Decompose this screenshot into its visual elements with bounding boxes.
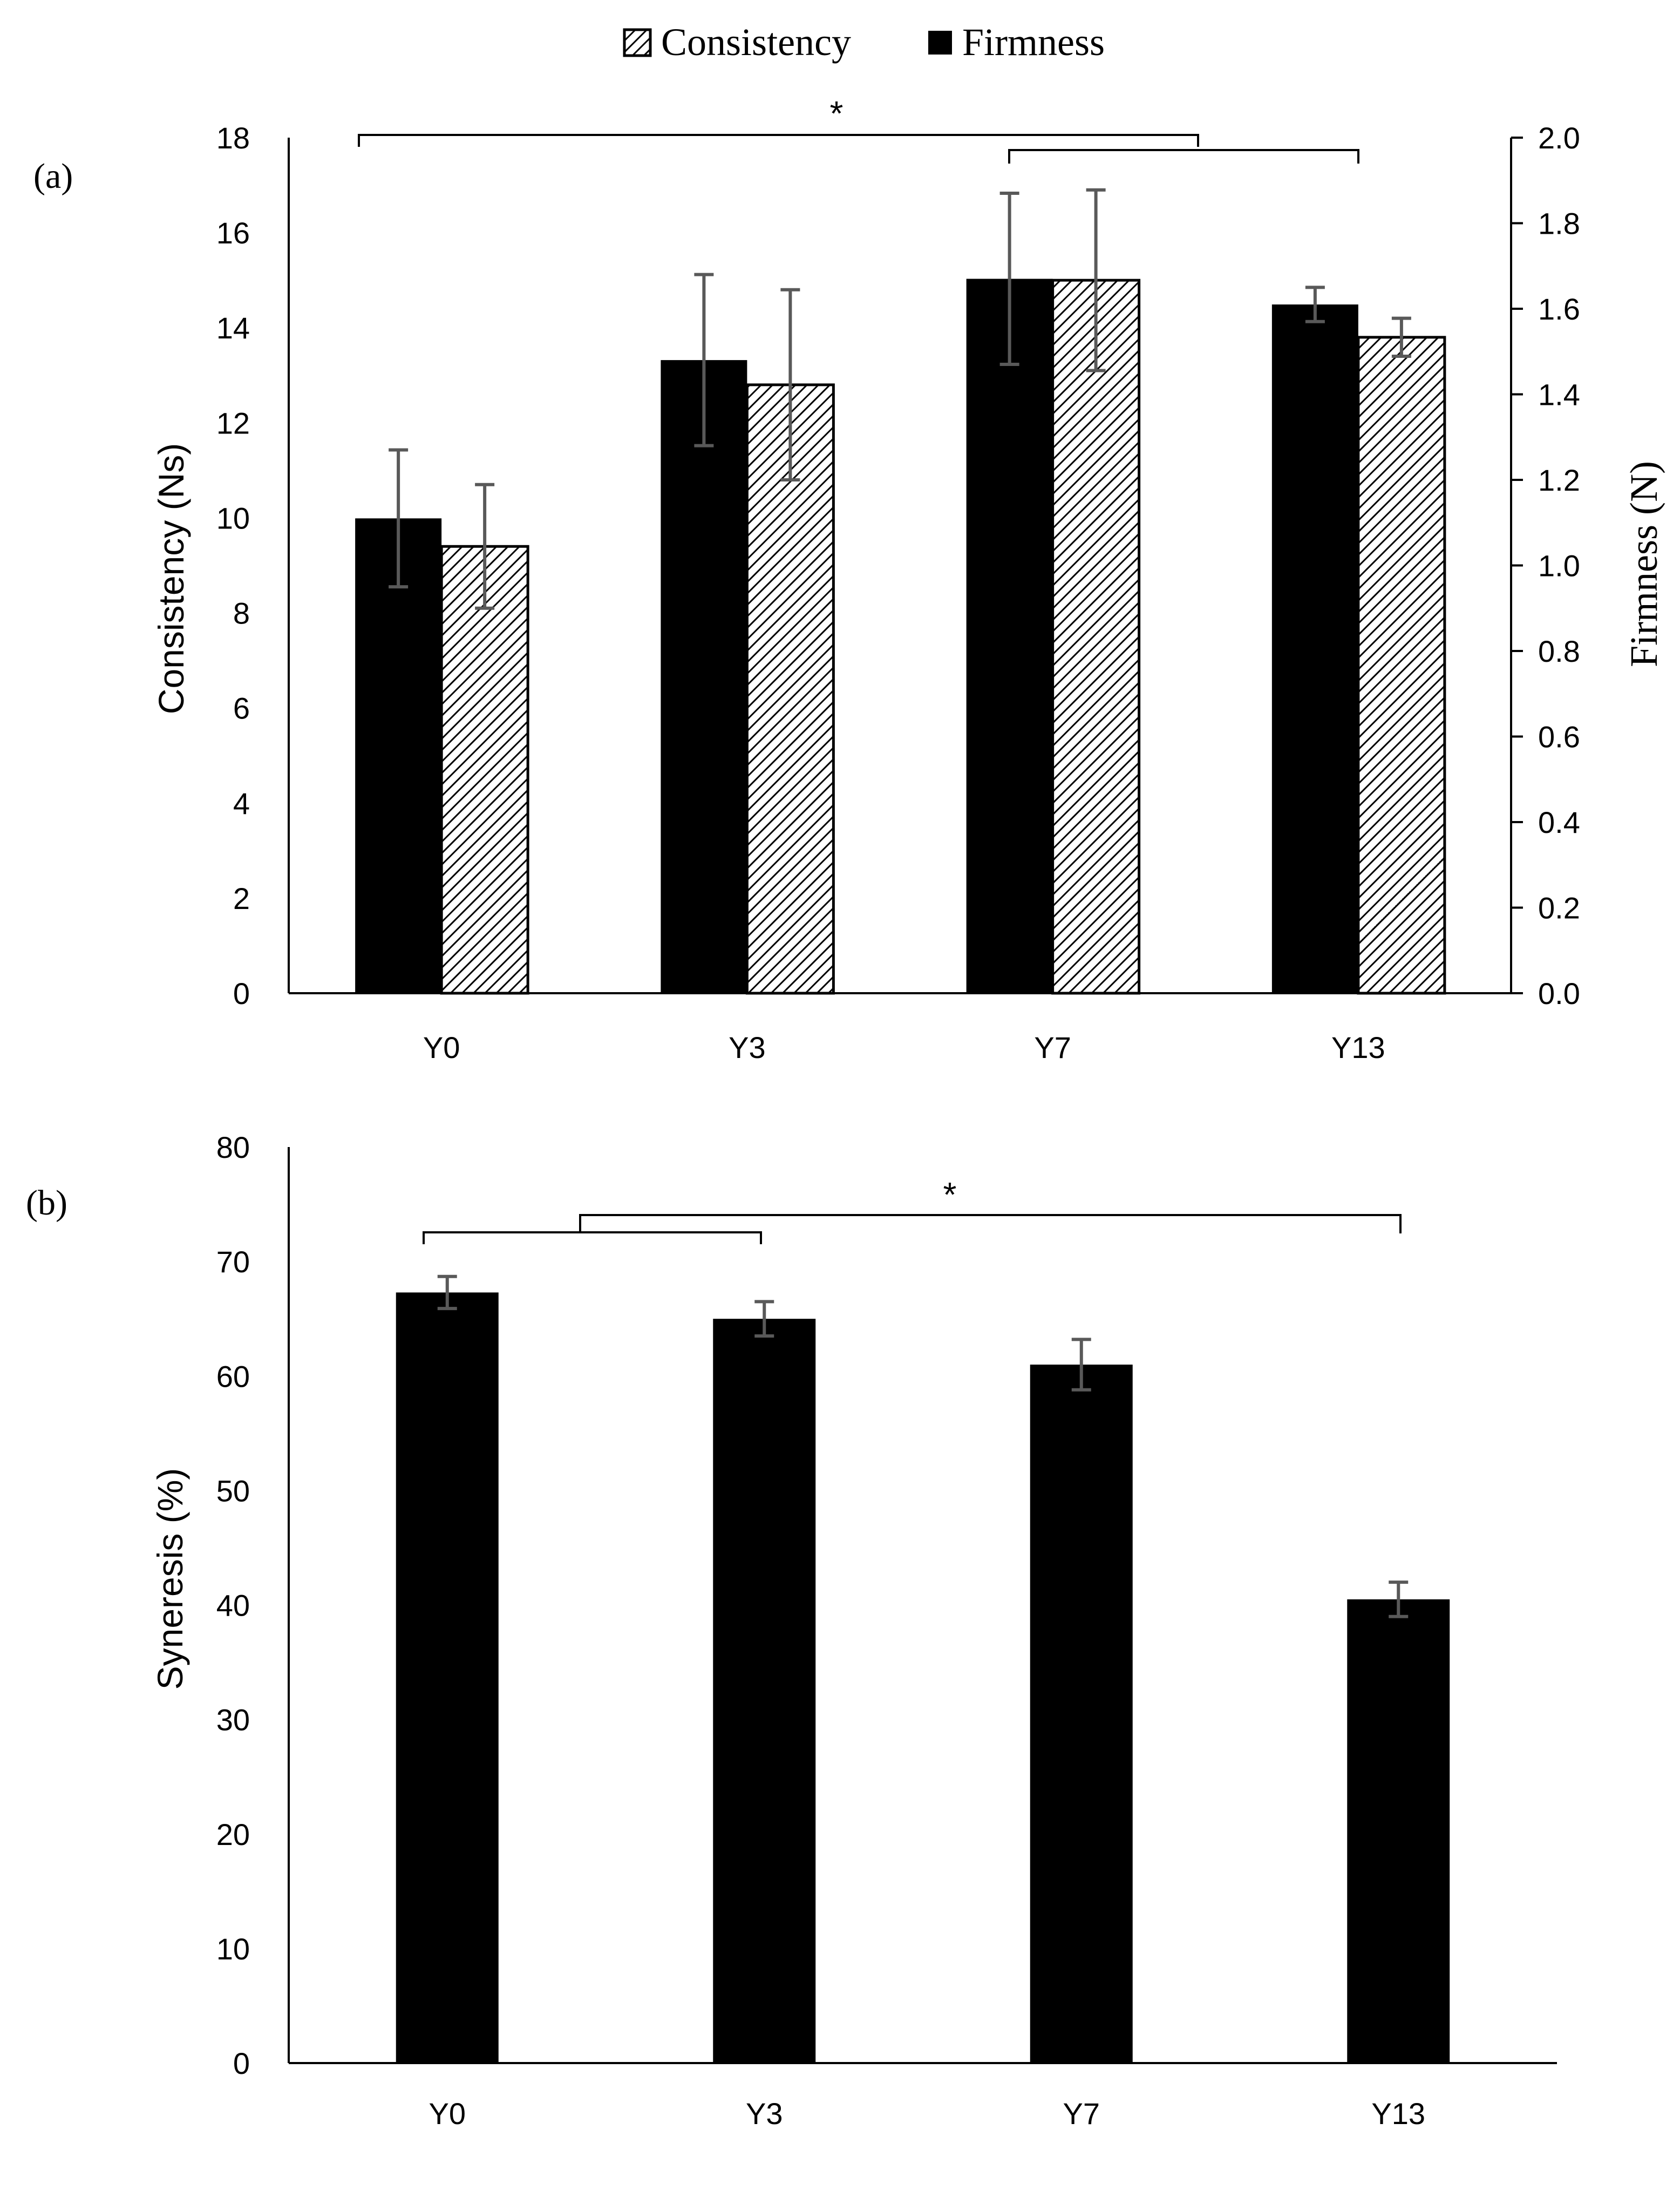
bar-consistency-y3 [745,383,835,995]
bar-firmness-y0 [355,518,442,993]
y-tick-label-right-a: 1.4 [1538,378,1580,412]
y-tick-label-a: 8 [233,596,250,630]
y-tick-label-right-a: 0.8 [1538,634,1580,668]
y-tick-label-b: 10 [216,1932,250,1966]
y-tick-label-right-a: 0.6 [1538,720,1580,754]
bar-consistency-y0 [440,545,529,995]
legend-swatch-consistency [623,28,652,57]
bar-syneresis-y7 [1030,1365,1133,2063]
x-tick-label-b: Y0 [429,2097,466,2131]
chart-b: (b) Syneresis (%) 0 10 20 30 40 50 60 70 80 Y0 Y3… [26,1130,1557,2131]
bar-firmness-y3 [661,360,747,993]
error-bar-syneresis-y3 [754,1300,774,1338]
x-tick-label-a: Y13 [1331,1030,1385,1064]
y-tick-label-right-a: 0.0 [1538,976,1580,1010]
y-tick-label-b: 60 [216,1359,250,1393]
x-tick-label-a: Y7 [1034,1030,1071,1064]
error-bar-syneresis-y7 [1071,1338,1091,1392]
significance-bracket-inner-b [423,1231,762,1244]
y-tick-label-b: 80 [216,1130,250,1164]
y-tick-label-right-a: 1.0 [1538,549,1580,583]
y-tick-label-b: 20 [216,1817,250,1851]
y-tick-label-right-a: 1.8 [1538,207,1580,241]
x-tick-label-b: Y7 [1063,2097,1100,2131]
error-bar-firmness-y7 [999,192,1019,367]
panel-label-b: (b) [26,1183,67,1223]
y-tick-label-a: 14 [216,311,250,345]
significance-bracket-outer-a [358,134,1199,147]
y-tick-label-b: 0 [233,2046,250,2080]
chart-a: (a) Consistency (Ns) Firmness (N) 0 2 4 6 8 1… [33,94,1665,1064]
y-tick-label-right-a: 0.2 [1538,891,1580,925]
significance-bracket-outer-b [579,1214,1402,1233]
y-tick-label-b: 40 [216,1589,250,1623]
y-tick-label-a: 16 [216,216,250,250]
bar-syneresis-y3 [713,1319,816,2063]
bar-syneresis-y0 [396,1292,499,2063]
bar-syneresis-y13 [1347,1599,1450,2063]
y-tick-label-a: 12 [216,406,250,440]
error-bar-syneresis-y13 [1389,1580,1409,1618]
y-tick-label-a: 10 [216,501,250,535]
y-tick-label-b: 50 [216,1474,250,1508]
error-bar-firmness-y3 [694,273,714,447]
legend-swatch-firmness [928,31,952,55]
error-bar-syneresis-y0 [437,1274,457,1311]
y-tick-label-a: 0 [233,976,250,1010]
legend-label-consistency: Consistency [661,21,851,64]
y-tick-label-a: 6 [233,691,250,725]
panel-label-a: (a) [33,157,73,196]
y-tick-label-right-a: 1.6 [1538,292,1580,326]
bar-firmness-y13 [1271,304,1358,994]
y-axis-label-b: Syneresis (%) [150,1468,190,1690]
y-tick-label-a: 4 [233,786,250,820]
y-tick-label-right-a: 1.2 [1538,463,1580,497]
legend-label-firmness: Firmness [962,21,1105,64]
y-tick-label-right-a: 0.4 [1538,805,1580,839]
y-tick-label-b: 70 [216,1245,250,1279]
error-bar-consistency-y3 [780,288,800,481]
y-tick-label-right-a: 2.0 [1538,121,1580,155]
significance-star-a: * [830,94,844,133]
y-tick-label-b: 30 [216,1703,250,1737]
bar-consistency-y7 [1051,279,1141,995]
x-tick-label-a: Y0 [423,1030,460,1064]
error-bar-consistency-y0 [475,483,495,610]
significance-bracket-inner-a [1008,149,1359,164]
y-tick-label-a: 2 [233,881,250,915]
x-tick-label-a: Y3 [729,1030,766,1064]
significance-star-b: * [943,1175,957,1214]
significance-a [358,134,1359,164]
y-axis-label-right-a: Firmness (N) [1622,461,1665,667]
y-tick-label-a: 18 [216,121,250,155]
error-bar-consistency-y13 [1391,316,1411,358]
x-tick-label-b: Y13 [1371,2097,1425,2131]
bar-firmness-y7 [966,279,1053,993]
error-bar-firmness-y13 [1305,286,1325,323]
significance-b [423,1214,1402,1244]
error-bar-consistency-y7 [1086,188,1106,372]
error-bar-firmness-y0 [389,448,409,589]
y-axis-label-a: Consistency (Ns) [151,443,191,714]
x-tick-label-b: Y3 [746,2097,783,2131]
legend: Consistency Firmness [623,21,1105,64]
bar-consistency-y13 [1357,336,1446,995]
